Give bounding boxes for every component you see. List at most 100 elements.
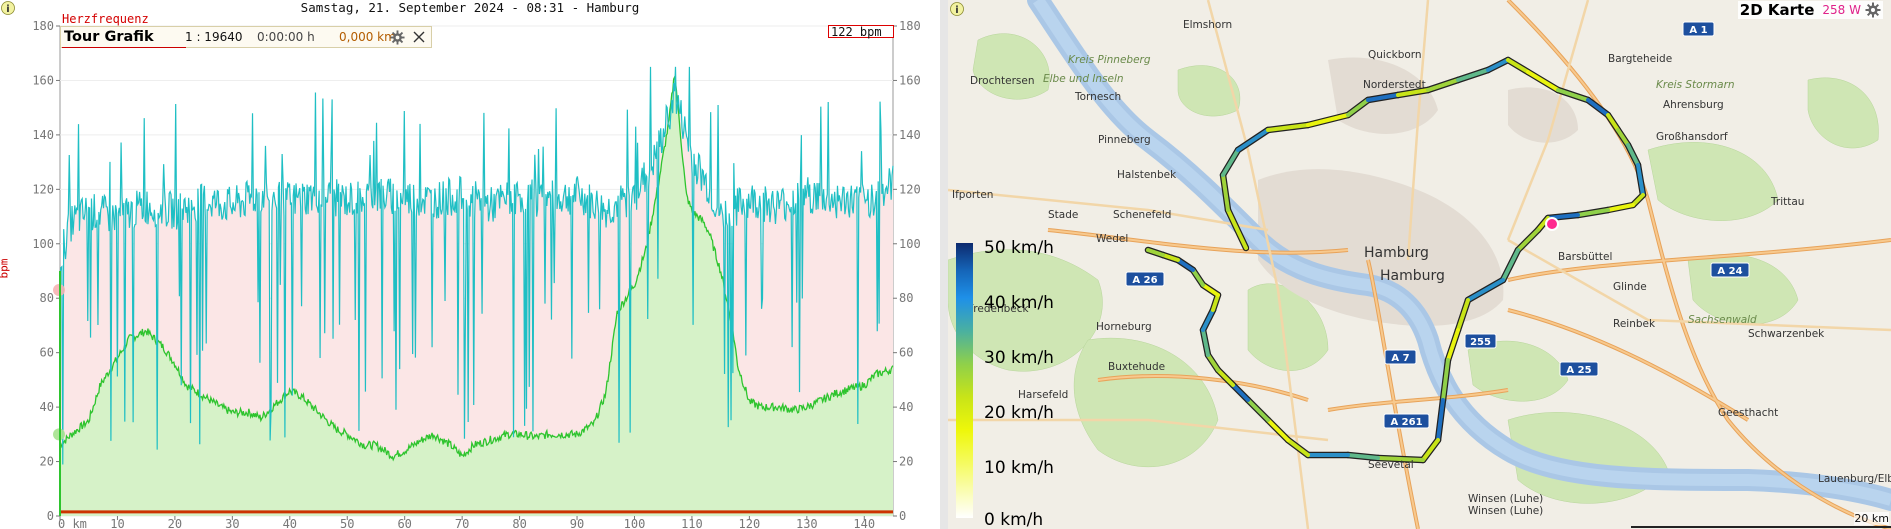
current-bpm-badge: 122 bpm (828, 25, 894, 39)
info-icon[interactable]: i (950, 2, 964, 16)
route-segment (1206, 353, 1220, 372)
route-segment (1526, 70, 1560, 92)
y-tick-label-right: 180 (899, 19, 921, 33)
route-segment (1631, 193, 1645, 207)
gear-icon[interactable] (1865, 2, 1881, 18)
route-segment (1421, 438, 1440, 462)
route-segment (1221, 173, 1230, 212)
road-shield (1559, 361, 1599, 377)
place-label: Winsen (Luhe) (1468, 493, 1543, 505)
road-shield-label: A 26 (1132, 275, 1157, 286)
place-label: Elbe und Inseln (1043, 73, 1124, 85)
road (1406, 0, 1430, 261)
road (1506, 0, 1590, 241)
y-tick-label-right: 80 (899, 291, 913, 305)
map-scale: 20 km (1631, 511, 1891, 529)
urban-area (1258, 169, 1504, 326)
river-elbe-inner (1033, 0, 1891, 506)
route-segment (1456, 68, 1490, 82)
forest-area (1467, 340, 1569, 402)
road-shield-label: A 24 (1717, 266, 1742, 277)
road-shield-label: A 261 (1390, 417, 1422, 428)
route-segment (1486, 58, 1510, 72)
route-segment (1266, 418, 1290, 442)
place-label: Schwarzenbek (1748, 328, 1825, 340)
route-segment (1236, 128, 1270, 152)
place-label: Quickborn (1368, 49, 1422, 61)
route-segment (1626, 143, 1640, 167)
route-segment (1606, 113, 1620, 132)
route-segment (1346, 453, 1380, 460)
svg-text:i: i (6, 4, 9, 15)
tour-panel-time: 0:00:00 h (257, 30, 315, 44)
route-segment (1306, 113, 1350, 127)
info-icon[interactable]: i (1, 1, 15, 15)
pane-separator[interactable] (940, 0, 948, 529)
y-tick-label: 100 (32, 237, 54, 251)
route-segment (1216, 368, 1235, 387)
route-map[interactable]: Elmshorn Quickborn Bargteheide Drochtersen E… (948, 0, 1891, 529)
y-tick-label-right: 160 (899, 73, 921, 87)
place-label: Lauenburg/Elbe (1818, 473, 1891, 485)
route-segment (1456, 298, 1470, 332)
place-label: Fredenbeck (968, 303, 1029, 315)
place-label: Reinbek (1613, 318, 1656, 330)
tour-panel-distance: 0,000 km (339, 30, 396, 44)
route-segment (1201, 308, 1215, 332)
x-tick-label: 50 (340, 517, 354, 529)
legend-label: 50 km/h (984, 238, 1054, 258)
route-segment (1606, 203, 1635, 212)
x-tick-label: 60 (397, 517, 411, 529)
place-label: Barsbüttel (1558, 251, 1612, 263)
route-segment (1441, 358, 1450, 402)
route-segment (1436, 398, 1445, 442)
power-readout: 258 W (1822, 3, 1861, 17)
route-segment (1506, 58, 1530, 74)
y-tick-label-right: 60 (899, 346, 913, 360)
legend-label: 10 km/h (984, 458, 1054, 478)
x-tick-label: 100 (624, 517, 646, 529)
y-tick-label: 0 (47, 509, 54, 523)
place-label: Drochtersen (970, 75, 1035, 87)
route-segment (1146, 248, 1165, 257)
road-shield (1383, 413, 1430, 429)
route-segment (1231, 383, 1250, 402)
place-label: Halstenbek (1117, 169, 1177, 181)
y-tick-label: 120 (32, 182, 54, 196)
x-tick-label: 130 (796, 517, 818, 529)
place-label: Sachsenwald (1688, 314, 1757, 326)
x-tick-label: 140 (853, 517, 875, 529)
y-tick-label-right: 40 (899, 400, 913, 414)
place-label: Stade (1048, 209, 1078, 221)
tour-panel-title: Tour Grafik (62, 29, 186, 48)
x-tick-label: 90 (570, 517, 584, 529)
road-shield (1125, 271, 1165, 287)
map-pane[interactable]: Elmshorn Quickborn Bargteheide Drochtersen E… (948, 0, 1891, 529)
forest-area (972, 33, 1050, 100)
urban-area (1508, 87, 1578, 143)
place-label: Glinde (1613, 281, 1647, 293)
speed-color-scale (956, 243, 973, 518)
y-tick-label: 20 (40, 455, 54, 469)
close-icon[interactable] (412, 30, 426, 44)
route-segment (1466, 278, 1505, 302)
y-tick-label: 180 (32, 19, 54, 33)
y-tick-label-right: 120 (899, 182, 921, 196)
gear-icon[interactable] (390, 30, 405, 45)
route-segment (1616, 128, 1630, 147)
road (948, 188, 1269, 232)
map-scale-label: 20 km (1854, 512, 1889, 525)
place-label: Buxtehude (1108, 361, 1165, 373)
route-segment (1246, 398, 1270, 422)
motorway-inner (1507, 0, 1891, 529)
road-shield (1464, 333, 1497, 349)
svg-text:i: i (955, 5, 958, 16)
place-label: Wedel (1096, 233, 1128, 245)
y-tick-label: 140 (32, 128, 54, 142)
place-label: Pinneberg (1098, 134, 1151, 146)
route-segment (1191, 268, 1205, 287)
series-label: Herzfrequenz (62, 12, 149, 26)
route-segment (1396, 88, 1430, 97)
x-tick-label: 20 (168, 517, 182, 529)
position-marker[interactable] (1545, 217, 1559, 231)
